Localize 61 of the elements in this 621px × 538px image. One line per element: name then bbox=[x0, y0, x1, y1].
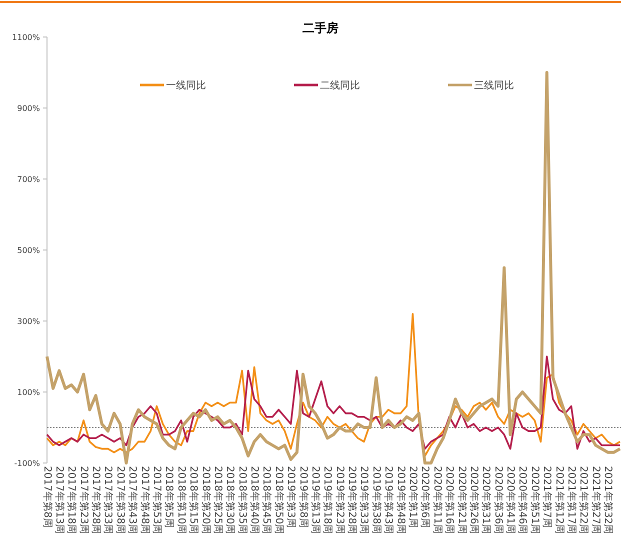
line-series bbox=[46, 356, 621, 450]
x-tick-label: 2020年第51周 bbox=[528, 466, 541, 534]
x-tick-label: 2019年第18周 bbox=[322, 466, 334, 534]
x-tick-label: 2018年第40周 bbox=[248, 466, 261, 534]
line-series bbox=[46, 71, 621, 464]
x-tick-label: 2019年第33周 bbox=[358, 466, 370, 534]
x-tick-label: 2017年第38周 bbox=[114, 466, 126, 534]
x-tick-label: 2017年第33周 bbox=[102, 466, 114, 534]
x-tick-label: 2017年第53周 bbox=[150, 466, 163, 534]
x-tick-label: 2019年第13周 bbox=[309, 466, 322, 534]
y-tick-label: 300% bbox=[17, 316, 40, 326]
x-tick-label: 2019年第23周 bbox=[334, 466, 346, 534]
x-tick-label: 2020年第41周 bbox=[504, 466, 517, 534]
x-tick-label: 2021年第27周 bbox=[590, 466, 602, 534]
y-tick-label: 100% bbox=[17, 388, 40, 397]
x-tick-label: 2020年第21周 bbox=[456, 466, 468, 534]
line-series bbox=[46, 313, 621, 457]
x-tick-label: 2018年第50周 bbox=[272, 466, 285, 534]
x-tick-label: 2019年第43周 bbox=[382, 466, 395, 534]
x-tick-label: 2019年第8周 bbox=[297, 466, 310, 528]
y-tick-label: 900% bbox=[17, 104, 40, 113]
x-tick-label: 2021年第12周 bbox=[553, 466, 566, 534]
x-tick-label: 2018年第35周 bbox=[236, 466, 248, 534]
x-tick-label: 2018年第10周 bbox=[175, 466, 188, 534]
x-tick-label: 2017年第18周 bbox=[66, 466, 78, 534]
x-tick-label: 2020年第1周 bbox=[407, 466, 420, 528]
x-tick-label: 2020年第36周 bbox=[492, 466, 504, 534]
x-tick-label: 2019年第38周 bbox=[370, 466, 382, 534]
x-tick-label: 2019年第3周 bbox=[285, 466, 298, 528]
x-tick-label: 2020年第6周 bbox=[419, 466, 432, 528]
chart-title: 二手房 bbox=[302, 21, 338, 35]
x-tick-label: 2020年第31周 bbox=[480, 466, 492, 534]
y-tick-label: 700% bbox=[17, 174, 40, 184]
x-tick-label: 2020年第46周 bbox=[516, 466, 529, 534]
y-tick-label: 500% bbox=[17, 246, 40, 255]
x-tick-label: 2020年第16周 bbox=[444, 466, 456, 534]
x-tick-label: 2018年第45周 bbox=[260, 466, 273, 534]
x-tick-label: 2021年第32周 bbox=[602, 466, 614, 534]
x-tick-label: 2020年第26周 bbox=[468, 466, 480, 534]
x-tick-label: 2021年第17周 bbox=[566, 466, 578, 534]
legend-label: 三线同比 bbox=[474, 80, 514, 92]
y-tick-label: -100% bbox=[14, 458, 40, 468]
x-tick-label: 2017年第48周 bbox=[138, 466, 151, 534]
x-tick-label: 2018年第15周 bbox=[188, 466, 200, 534]
x-tick-label: 2019年第48周 bbox=[394, 466, 407, 534]
legend-label: 二线同比 bbox=[320, 80, 360, 92]
x-tick-label: 2021年第7周 bbox=[541, 466, 554, 528]
legend-label: 一线同比 bbox=[166, 80, 206, 92]
x-tick-label: 2018年第20周 bbox=[200, 466, 212, 534]
x-tick-label: 2018年第5周 bbox=[163, 466, 176, 528]
x-tick-label: 2017年第23周 bbox=[78, 466, 90, 534]
x-tick-label: 2017年第8周 bbox=[41, 466, 54, 528]
x-tick-label: 2018年第30周 bbox=[224, 466, 236, 534]
y-tick-label: 1100% bbox=[12, 32, 40, 42]
x-tick-label: 2020年第11周 bbox=[431, 466, 444, 534]
x-tick-label: 2017年第43周 bbox=[126, 466, 139, 534]
x-tick-label: 2019年第28周 bbox=[346, 466, 358, 534]
x-tick-label: 2021年第22周 bbox=[578, 466, 590, 534]
x-tick-label: 2017年第13周 bbox=[53, 466, 66, 534]
x-tick-label: 2018年第25周 bbox=[212, 466, 224, 534]
x-tick-label: 2017年第28周 bbox=[90, 466, 102, 534]
